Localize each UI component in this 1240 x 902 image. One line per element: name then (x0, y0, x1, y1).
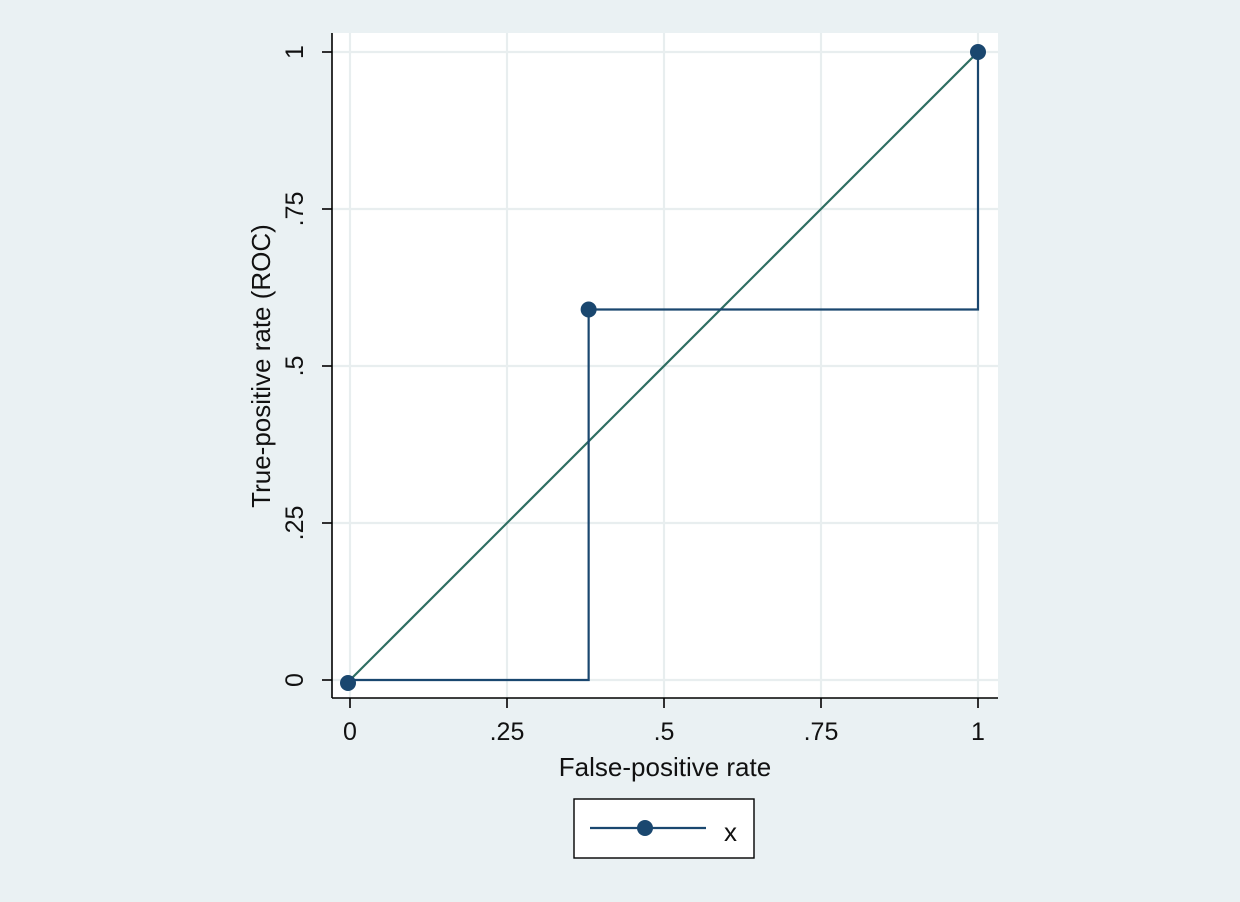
y-tick-label-3: .75 (281, 192, 309, 227)
y-ticks: 0 .25 .5 .75 1 (281, 45, 332, 687)
x-tick-label-3: .75 (804, 718, 839, 746)
y-tick-label-1: .25 (281, 506, 309, 541)
y-tick-label-2: .5 (281, 356, 309, 377)
x-tick-label-1: .25 (490, 718, 525, 746)
y-tick-label-0: 0 (281, 673, 309, 687)
series-0-point-2 (970, 44, 986, 60)
legend: x (573, 798, 755, 859)
reference-diagonal-line (349, 51, 979, 681)
series-0-point-1 (580, 301, 597, 318)
x-tick-label-0: 0 (343, 718, 357, 746)
x-tick-label-2: .5 (654, 718, 675, 746)
series-layer (340, 44, 986, 691)
legend-marker-swatch (637, 820, 653, 836)
x-tick-label-4: 1 (971, 718, 985, 746)
y-axis-title: True-positive rate (ROC) (246, 224, 276, 508)
legend-label: x (724, 817, 737, 847)
y-tick-label-4: 1 (281, 45, 309, 59)
x-ticks: 0 .25 .5 .75 1 (343, 698, 985, 746)
x-axis-title: False-positive rate (559, 752, 771, 782)
series-0-point-0 (340, 675, 356, 691)
